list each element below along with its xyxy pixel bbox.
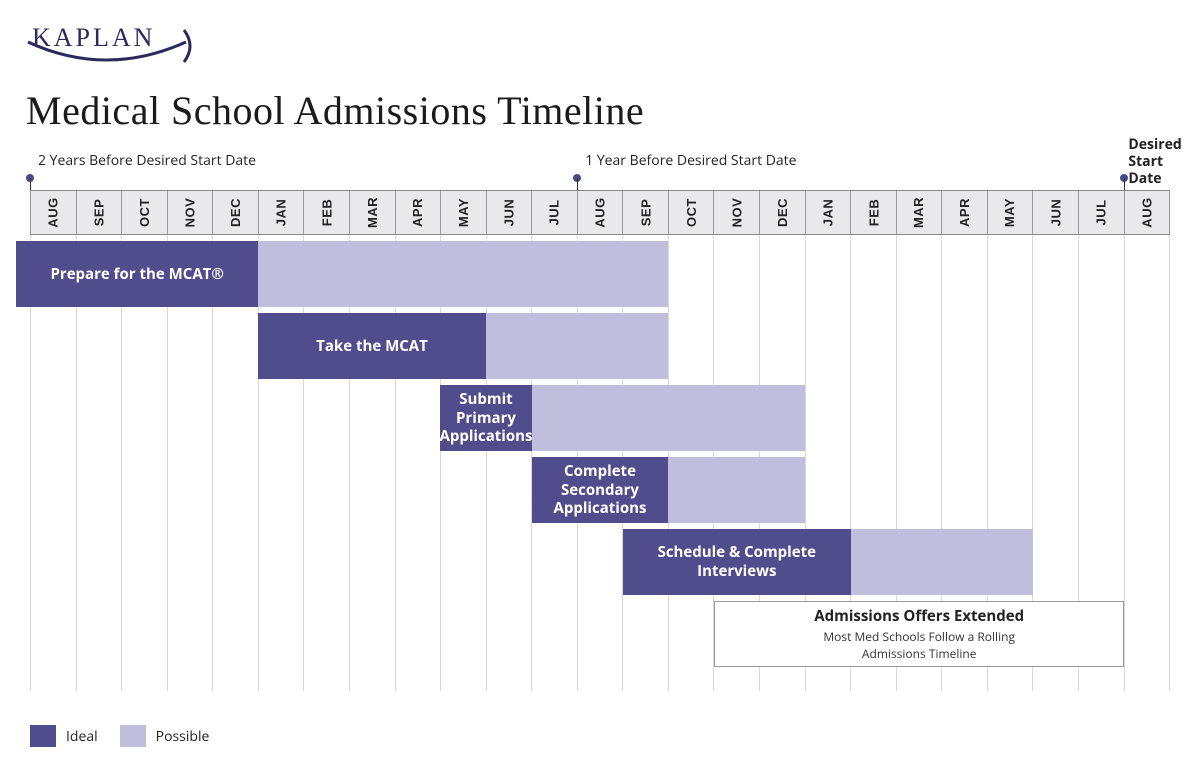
month-header-cell: AUG: [30, 191, 77, 235]
month-header-cell: JUN: [487, 191, 533, 235]
month-header-cell: JAN: [259, 191, 305, 235]
page-title: Medical School Admissions Timeline: [26, 87, 1170, 134]
prepare-mcat-ideal-bar: Prepare for the MCAT®: [16, 241, 258, 307]
month-header-cell: APR: [942, 191, 988, 235]
month-header-cell: FEB: [851, 191, 897, 235]
legend-swatch-possible: [120, 725, 146, 747]
month-header-cell: FEB: [304, 191, 350, 235]
legend-label-ideal: Ideal: [66, 727, 98, 746]
take-mcat-ideal-bar: Take the MCAT: [258, 313, 486, 379]
month-header-cell: AUG: [578, 191, 624, 235]
admissions-offers-box: Admissions Offers ExtendedMost Med Schoo…: [714, 601, 1124, 667]
submit-primary-possible-bar: [532, 385, 806, 451]
milestone-labels: 2 Years Before Desired Start Date 1 Year …: [30, 148, 1170, 188]
month-header-cell: APR: [396, 191, 442, 235]
month-header-cell: MAY: [441, 191, 487, 235]
milestone-label: DesiredStartDate: [1128, 136, 1190, 187]
submit-primary-ideal-bar: SubmitPrimaryApplications: [440, 385, 531, 451]
legend: Ideal Possible: [30, 725, 209, 747]
milestone-label: 2 Years Before Desired Start Date: [38, 152, 256, 169]
page: KAPLAN Medical School Admissions Timelin…: [0, 0, 1200, 763]
month-header-cell: JAN: [806, 191, 852, 235]
month-header-cell: SEP: [77, 191, 123, 235]
kaplan-logo-svg: KAPLAN: [26, 24, 202, 68]
legend-item-possible: Possible: [120, 725, 210, 747]
month-header-cell: JUN: [1033, 191, 1079, 235]
month-header-cell: OCT: [669, 191, 715, 235]
month-header-cell: NOV: [714, 191, 760, 235]
complete-secondary-ideal-bar: CompleteSecondaryApplications: [532, 457, 669, 523]
month-header-cell: MAY: [988, 191, 1034, 235]
month-header-cell: SEP: [623, 191, 669, 235]
month-header-row: AUGSEPOCTNOVDECJANFEBMARAPRMAYJUNJULAUGS…: [30, 191, 1170, 235]
month-header-cell: NOV: [168, 191, 214, 235]
logo-bracket-icon: [184, 30, 190, 62]
prepare-mcat-possible-bar: [258, 241, 668, 307]
month-header-cell: MAR: [350, 191, 396, 235]
month-header-cell: MAR: [897, 191, 943, 235]
interviews-ideal-bar: Schedule & CompleteInterviews: [623, 529, 851, 595]
month-header-cell: AUG: [1125, 191, 1171, 235]
logo-text: KAPLAN: [32, 24, 155, 52]
gantt-chart: AUGSEPOCTNOVDECJANFEBMARAPRMAYJUNJULAUGS…: [30, 190, 1170, 690]
offers-sub: Most Med Schools Follow a RollingAdmissi…: [823, 628, 1015, 662]
month-header-cell: DEC: [760, 191, 806, 235]
interviews-possible-bar: [851, 529, 1033, 595]
legend-item-ideal: Ideal: [30, 725, 98, 747]
take-mcat-possible-bar: [486, 313, 668, 379]
bars-layer: Prepare for the MCAT®Take the MCATSubmit…: [30, 235, 1170, 691]
legend-label-possible: Possible: [156, 727, 210, 746]
month-header-cell: DEC: [213, 191, 259, 235]
month-header-cell: JUL: [532, 191, 578, 235]
brand-logo: KAPLAN: [26, 24, 1170, 73]
milestone-label: 1 Year Before Desired Start Date: [585, 152, 796, 169]
legend-swatch-ideal: [30, 725, 56, 747]
offers-heading: Admissions Offers Extended: [814, 606, 1024, 626]
complete-secondary-possible-bar: [668, 457, 805, 523]
month-header-cell: JUL: [1079, 191, 1125, 235]
month-header-cell: OCT: [122, 191, 168, 235]
grid-body: Prepare for the MCAT®Take the MCATSubmit…: [30, 235, 1170, 691]
